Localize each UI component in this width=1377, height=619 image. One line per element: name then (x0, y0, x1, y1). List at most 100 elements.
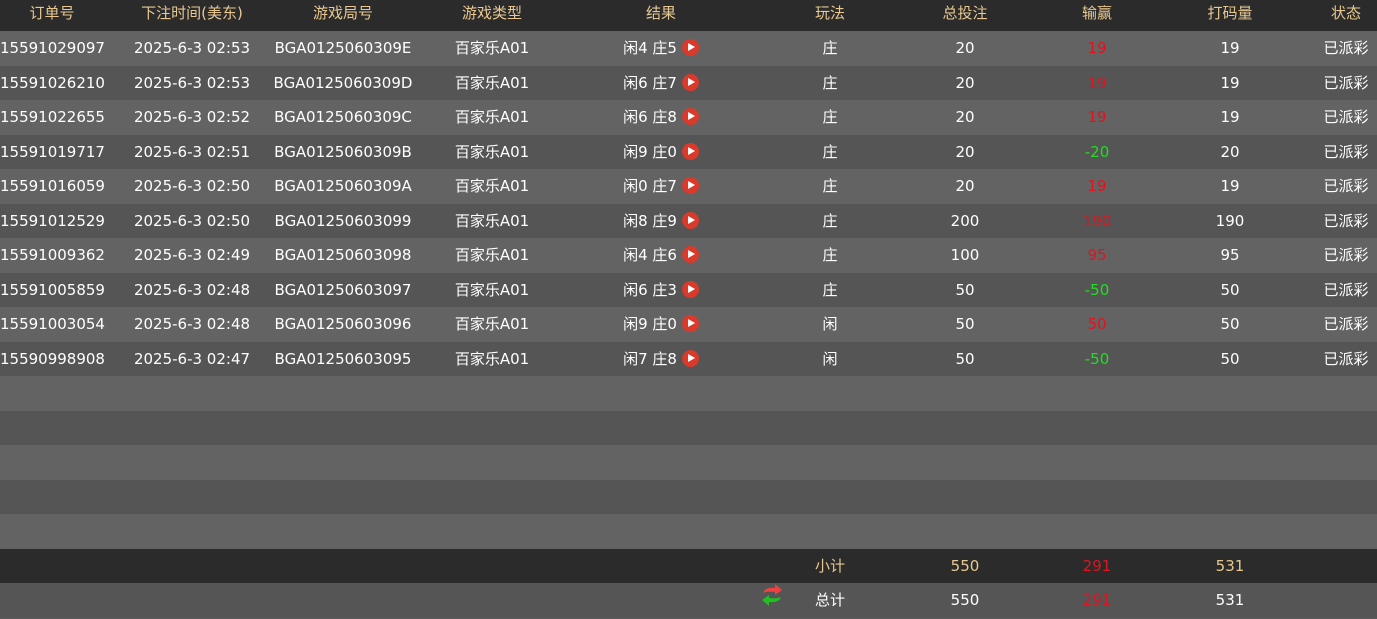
order-id: 15591029097 (0, 39, 105, 57)
play-replay-icon[interactable] (681, 177, 699, 194)
table-row: 15591016059 2025-6-3 02:50 BGA0125060309… (0, 169, 1377, 204)
win-loss: -50 (1084, 349, 1110, 368)
bet-type: 庄 (822, 108, 838, 126)
status: 已派彩 (1323, 73, 1369, 92)
game-type: 百家乐A01 (454, 73, 530, 92)
game-type: 百家乐A01 (454, 280, 530, 299)
subtotal-win: 291 (1082, 556, 1112, 575)
game-type: 百家乐A01 (454, 177, 530, 195)
col-result: 结果 (645, 4, 677, 22)
order-id: 15590998908 (0, 349, 105, 368)
win-loss: -50 (1084, 280, 1110, 299)
grand-total-win: 291 (1082, 591, 1112, 609)
table-row: 15590998908 2025-6-3 02:47 BGA0125060309… (0, 341, 1377, 376)
col-order: 订单号 (29, 4, 75, 22)
play-replay-icon[interactable] (681, 73, 699, 91)
win-loss: 95 (1087, 246, 1107, 264)
order-id: 15591009362 (0, 246, 105, 264)
total-bet: 50 (955, 349, 975, 368)
bet-type: 庄 (822, 39, 838, 57)
total-row: 总计 550 291 531 (0, 583, 1377, 618)
result-text: 闲6 庄3 (623, 280, 677, 299)
result-text: 闲9 庄0 (623, 142, 677, 161)
result: 闲4 庄6 (623, 238, 699, 272)
total-bet: 200 (950, 211, 980, 230)
refresh-icon[interactable] (761, 583, 783, 619)
win-loss: -20 (1084, 142, 1110, 161)
play-replay-icon[interactable] (681, 39, 699, 56)
bet-type: 闲 (822, 315, 838, 333)
game-type: 百家乐A01 (454, 349, 530, 368)
empty-row (0, 514, 1377, 549)
result: 闲6 庄3 (623, 273, 699, 307)
game-type: 百家乐A01 (454, 246, 530, 264)
bet-type: 闲 (822, 349, 838, 368)
result-text: 闲4 庄5 (623, 39, 677, 57)
round-id: BGA0125060309E (274, 39, 412, 57)
play-replay-icon[interactable] (681, 315, 699, 332)
play-replay-icon[interactable] (681, 280, 699, 298)
valid-bet: 50 (1220, 349, 1240, 368)
status: 已派彩 (1323, 349, 1369, 368)
round-id: BGA0125060309D (273, 73, 413, 92)
valid-bet: 20 (1220, 142, 1240, 161)
total-bet: 20 (955, 73, 975, 92)
result-text: 闲9 庄0 (623, 315, 677, 333)
round-id: BGA0125060309B (274, 142, 412, 161)
bet-time: 2025-6-3 02:51 (133, 142, 251, 161)
order-id: 15591022655 (0, 108, 105, 126)
empty-row (0, 410, 1377, 445)
status: 已派彩 (1323, 211, 1369, 230)
status: 已派彩 (1323, 142, 1369, 161)
result: 闲9 庄0 (623, 307, 699, 341)
win-loss: 50 (1087, 315, 1107, 333)
result: 闲0 庄7 (623, 169, 699, 203)
valid-bet: 19 (1220, 39, 1240, 57)
col-win: 输赢 (1081, 4, 1113, 22)
bet-time: 2025-6-3 02:50 (133, 177, 251, 195)
play-replay-icon[interactable] (681, 142, 699, 160)
col-status: 状态 (1330, 4, 1362, 22)
result: 闲6 庄7 (623, 66, 699, 100)
valid-bet: 19 (1220, 177, 1240, 195)
bet-time: 2025-6-3 02:48 (133, 315, 251, 333)
subtotal-row: 小计 550 291 531 (0, 548, 1377, 583)
order-id: 15591026210 (0, 73, 105, 92)
play-replay-icon[interactable] (681, 246, 699, 263)
total-bet: 20 (955, 39, 975, 57)
game-type: 百家乐A01 (454, 315, 530, 333)
result-text: 闲8 庄9 (623, 211, 677, 230)
table-row: 15591026210 2025-6-3 02:53 BGA0125060309… (0, 65, 1377, 100)
result-text: 闲6 庄7 (623, 73, 677, 92)
bet-time: 2025-6-3 02:49 (133, 246, 251, 264)
round-id: BGA01250603099 (274, 211, 412, 230)
win-loss: 19 (1087, 39, 1107, 57)
order-id: 15591019717 (0, 142, 105, 161)
col-code: 打码量 (1207, 4, 1253, 22)
valid-bet: 50 (1220, 315, 1240, 333)
table-header: 订单号 下注时间(美东) 游戏局号 游戏类型 结果 玩法 总投注 输赢 打码量 … (0, 0, 1377, 31)
table-row: 15591029097 2025-6-3 02:53 BGA0125060309… (0, 31, 1377, 66)
play-replay-icon[interactable] (681, 349, 699, 367)
valid-bet: 95 (1220, 246, 1240, 264)
round-id: BGA01250603096 (274, 315, 412, 333)
round-id: BGA0125060309A (274, 177, 412, 195)
bet-type: 庄 (822, 280, 838, 299)
bet-time: 2025-6-3 02:48 (133, 280, 251, 299)
win-loss: 19 (1087, 108, 1107, 126)
col-game: 游戏类型 (461, 4, 523, 22)
play-replay-icon[interactable] (681, 211, 699, 229)
col-time: 下注时间(美东) (141, 4, 243, 22)
result: 闲7 庄8 (623, 342, 699, 376)
bet-type: 庄 (822, 177, 838, 195)
result: 闲4 庄5 (623, 31, 699, 65)
round-id: BGA01250603098 (274, 246, 412, 264)
bet-type: 庄 (822, 142, 838, 161)
col-total: 总投注 (942, 4, 988, 22)
bet-time: 2025-6-3 02:53 (133, 73, 251, 92)
win-loss: 19 (1087, 177, 1107, 195)
grand-total-code: 531 (1215, 591, 1245, 609)
subtotal-code: 531 (1215, 556, 1245, 575)
play-replay-icon[interactable] (681, 108, 699, 125)
status: 已派彩 (1323, 177, 1369, 195)
